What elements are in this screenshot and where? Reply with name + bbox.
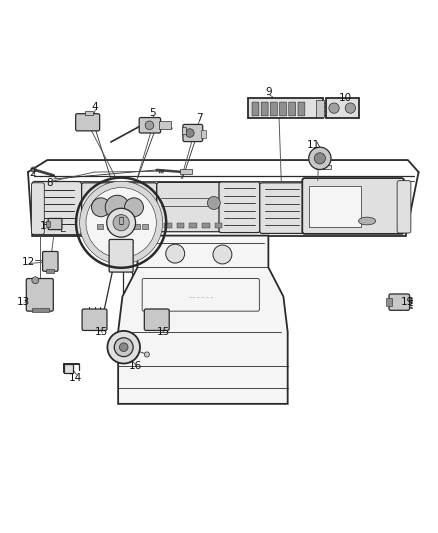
FancyBboxPatch shape (177, 223, 184, 228)
Circle shape (120, 343, 128, 351)
FancyBboxPatch shape (252, 102, 259, 116)
Text: 12: 12 (21, 257, 35, 267)
FancyBboxPatch shape (81, 183, 157, 233)
FancyBboxPatch shape (139, 118, 161, 133)
FancyBboxPatch shape (302, 178, 404, 234)
Text: 8: 8 (46, 178, 53, 188)
Text: 15: 15 (156, 327, 170, 337)
Text: _ _ _ _ _ _: _ _ _ _ _ _ (188, 292, 213, 297)
Circle shape (80, 181, 162, 264)
Text: 11: 11 (307, 141, 320, 150)
Text: 5: 5 (149, 108, 156, 118)
FancyBboxPatch shape (42, 252, 58, 271)
Text: 🐏: 🐏 (119, 216, 124, 225)
Circle shape (186, 128, 194, 138)
Text: 13: 13 (17, 297, 30, 306)
FancyBboxPatch shape (142, 224, 148, 229)
FancyBboxPatch shape (298, 102, 305, 116)
FancyBboxPatch shape (261, 102, 268, 116)
FancyBboxPatch shape (326, 98, 358, 118)
Circle shape (124, 198, 144, 217)
FancyBboxPatch shape (164, 223, 172, 228)
Circle shape (107, 331, 140, 364)
FancyBboxPatch shape (316, 100, 324, 117)
Text: 16: 16 (129, 361, 142, 371)
FancyBboxPatch shape (183, 124, 203, 142)
FancyBboxPatch shape (46, 221, 50, 228)
FancyBboxPatch shape (182, 126, 186, 134)
FancyBboxPatch shape (202, 223, 210, 228)
FancyBboxPatch shape (32, 183, 44, 235)
FancyBboxPatch shape (32, 182, 81, 235)
FancyBboxPatch shape (97, 224, 103, 229)
Circle shape (166, 244, 185, 263)
Text: 2: 2 (29, 168, 35, 178)
FancyBboxPatch shape (85, 111, 93, 116)
FancyBboxPatch shape (189, 223, 197, 228)
Text: 15: 15 (94, 327, 108, 337)
FancyBboxPatch shape (159, 120, 171, 129)
Circle shape (213, 245, 232, 264)
FancyBboxPatch shape (260, 183, 305, 233)
Text: 1: 1 (40, 221, 46, 231)
FancyBboxPatch shape (32, 308, 49, 312)
Circle shape (32, 277, 39, 284)
Circle shape (309, 147, 331, 169)
Circle shape (329, 103, 339, 113)
FancyBboxPatch shape (124, 224, 130, 229)
Polygon shape (118, 236, 288, 404)
FancyBboxPatch shape (76, 114, 100, 131)
FancyBboxPatch shape (109, 239, 133, 272)
FancyBboxPatch shape (219, 182, 260, 232)
FancyBboxPatch shape (289, 102, 296, 116)
FancyBboxPatch shape (385, 298, 392, 306)
Ellipse shape (358, 217, 376, 225)
FancyBboxPatch shape (180, 169, 192, 174)
FancyBboxPatch shape (316, 165, 324, 169)
Circle shape (314, 153, 325, 164)
FancyBboxPatch shape (142, 279, 259, 311)
FancyBboxPatch shape (309, 186, 360, 227)
FancyBboxPatch shape (64, 364, 73, 373)
FancyBboxPatch shape (389, 294, 410, 310)
FancyBboxPatch shape (201, 130, 206, 138)
FancyBboxPatch shape (157, 182, 221, 232)
Circle shape (114, 338, 133, 357)
Text: 10: 10 (339, 93, 352, 103)
Text: 14: 14 (69, 373, 82, 383)
Circle shape (208, 197, 220, 209)
Circle shape (113, 215, 129, 231)
FancyBboxPatch shape (115, 224, 122, 229)
FancyBboxPatch shape (26, 279, 53, 311)
FancyBboxPatch shape (323, 165, 331, 169)
FancyBboxPatch shape (106, 224, 113, 229)
Circle shape (144, 352, 149, 357)
Circle shape (31, 167, 36, 172)
Circle shape (345, 103, 356, 113)
Circle shape (92, 198, 110, 217)
Circle shape (105, 195, 129, 219)
Text: 4: 4 (91, 102, 98, 112)
Text: 19: 19 (400, 297, 413, 306)
FancyBboxPatch shape (48, 219, 62, 230)
FancyBboxPatch shape (144, 309, 169, 330)
Text: 9: 9 (265, 87, 272, 97)
FancyBboxPatch shape (248, 98, 323, 118)
FancyBboxPatch shape (46, 269, 54, 273)
FancyBboxPatch shape (279, 102, 286, 116)
FancyBboxPatch shape (215, 223, 223, 228)
FancyBboxPatch shape (397, 181, 411, 233)
FancyBboxPatch shape (133, 224, 140, 229)
Text: 7: 7 (196, 114, 203, 124)
FancyBboxPatch shape (82, 309, 107, 330)
FancyBboxPatch shape (270, 102, 277, 116)
Circle shape (86, 188, 156, 258)
Circle shape (107, 208, 135, 237)
Circle shape (145, 121, 154, 130)
